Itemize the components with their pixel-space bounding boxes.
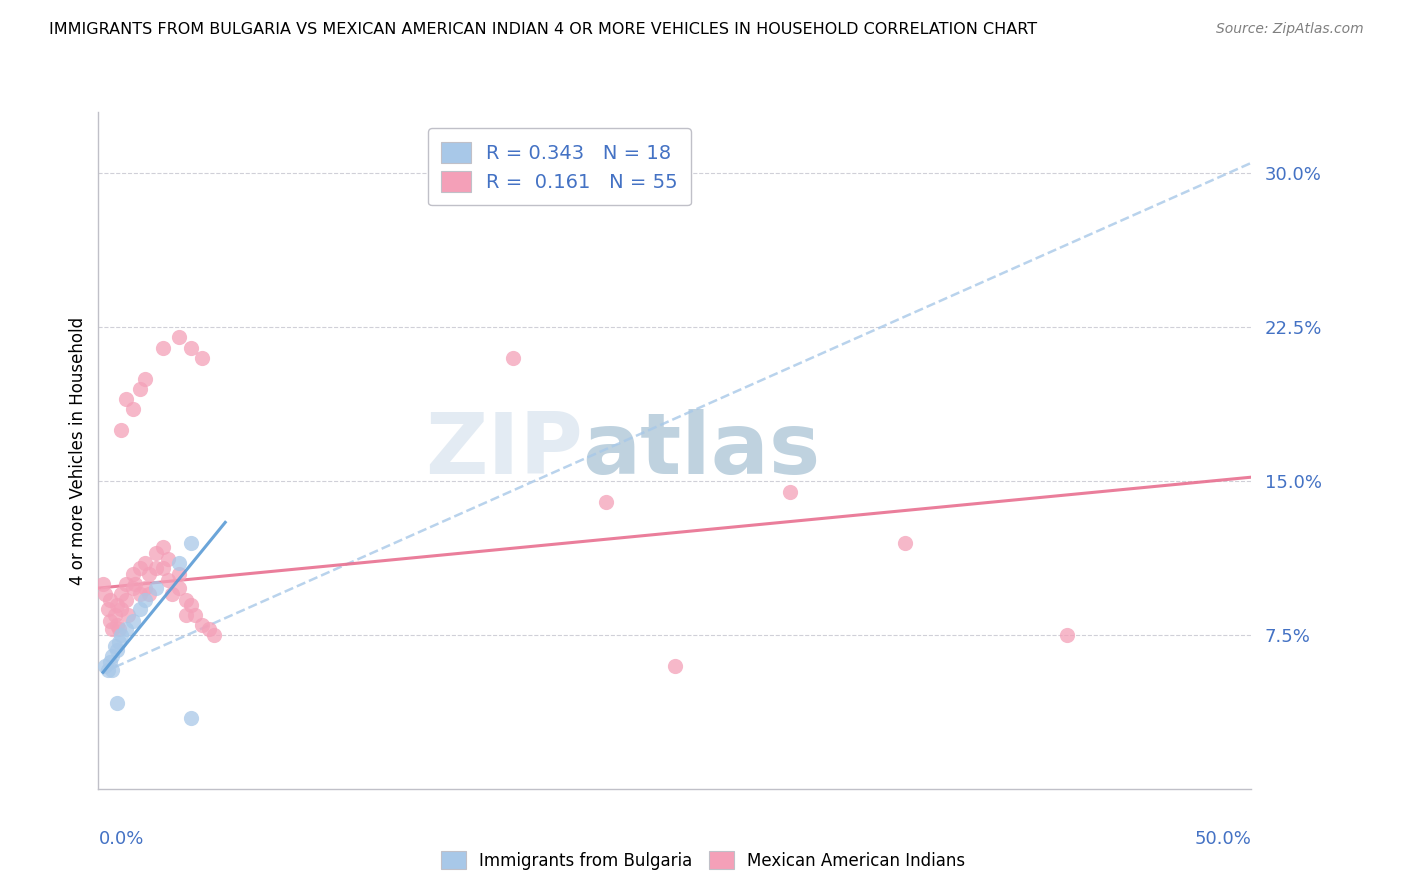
Point (91, 577, 114, 591)
Point (180, 536, 202, 550)
Point (98, 593, 121, 607)
Point (122, 614, 145, 628)
Text: atlas: atlas (582, 409, 821, 492)
Text: ZIP: ZIP (425, 409, 582, 492)
Point (117, 607, 139, 622)
Point (103, 607, 125, 622)
Point (129, 560, 152, 574)
Point (134, 557, 156, 571)
Point (94, 659, 117, 673)
Point (167, 581, 190, 595)
Point (145, 560, 167, 574)
Point (103, 639, 125, 653)
Text: 50.0%: 50.0% (1195, 830, 1251, 848)
Point (98, 655, 121, 669)
Point (134, 581, 156, 595)
Point (134, 371, 156, 385)
Point (110, 423, 132, 437)
Point (174, 593, 197, 607)
Point (152, 540, 174, 554)
Point (124, 577, 146, 591)
Point (101, 648, 124, 663)
Point (180, 598, 202, 612)
Point (174, 607, 197, 622)
Point (191, 618, 214, 632)
Point (122, 566, 145, 581)
Point (122, 402, 145, 417)
Point (152, 341, 174, 355)
Point (779, 484, 801, 499)
Point (167, 557, 190, 571)
Point (129, 587, 152, 601)
Point (595, 495, 617, 509)
Y-axis label: 4 or more Vehicles in Household: 4 or more Vehicles in Household (69, 317, 87, 584)
Point (129, 601, 152, 615)
Point (198, 622, 221, 636)
Point (110, 601, 132, 615)
Point (180, 710, 202, 724)
Legend: Immigrants from Bulgaria, Mexican American Indians: Immigrants from Bulgaria, Mexican Americ… (434, 845, 972, 877)
Text: IMMIGRANTS FROM BULGARIA VS MEXICAN AMERICAN INDIAN 4 OR MORE VEHICLES IN HOUSEH: IMMIGRANTS FROM BULGARIA VS MEXICAN AMER… (49, 22, 1038, 37)
Point (94, 587, 117, 601)
Point (101, 622, 124, 636)
Point (167, 330, 190, 344)
Point (110, 628, 132, 642)
Point (108, 634, 131, 648)
Text: 0.0%: 0.0% (98, 830, 143, 848)
Text: Source: ZipAtlas.com: Source: ZipAtlas.com (1216, 22, 1364, 37)
Point (105, 598, 128, 612)
Point (97, 663, 120, 677)
Point (105, 696, 128, 710)
Point (202, 628, 225, 642)
Point (97, 601, 120, 615)
Point (110, 587, 132, 601)
Point (502, 351, 524, 365)
Point (115, 392, 138, 406)
Point (167, 566, 190, 581)
Point (134, 593, 156, 607)
Point (138, 566, 160, 581)
Point (152, 560, 174, 574)
Point (664, 659, 686, 673)
Point (180, 341, 202, 355)
Point (191, 351, 214, 365)
Point (122, 581, 145, 595)
Point (115, 622, 138, 636)
Point (145, 581, 167, 595)
Point (115, 593, 138, 607)
Point (129, 382, 152, 396)
Point (894, 536, 917, 550)
Point (138, 587, 160, 601)
Point (105, 618, 128, 632)
Point (156, 552, 179, 566)
Legend: R = 0.343   N = 18, R =  0.161   N = 55: R = 0.343 N = 18, R = 0.161 N = 55 (427, 128, 692, 205)
Point (156, 573, 179, 587)
Point (108, 622, 131, 636)
Point (160, 587, 183, 601)
Point (98, 614, 121, 628)
Point (115, 577, 138, 591)
Point (1056, 628, 1078, 642)
Point (145, 546, 167, 560)
Point (105, 642, 128, 657)
Point (184, 607, 207, 622)
Point (101, 663, 124, 677)
